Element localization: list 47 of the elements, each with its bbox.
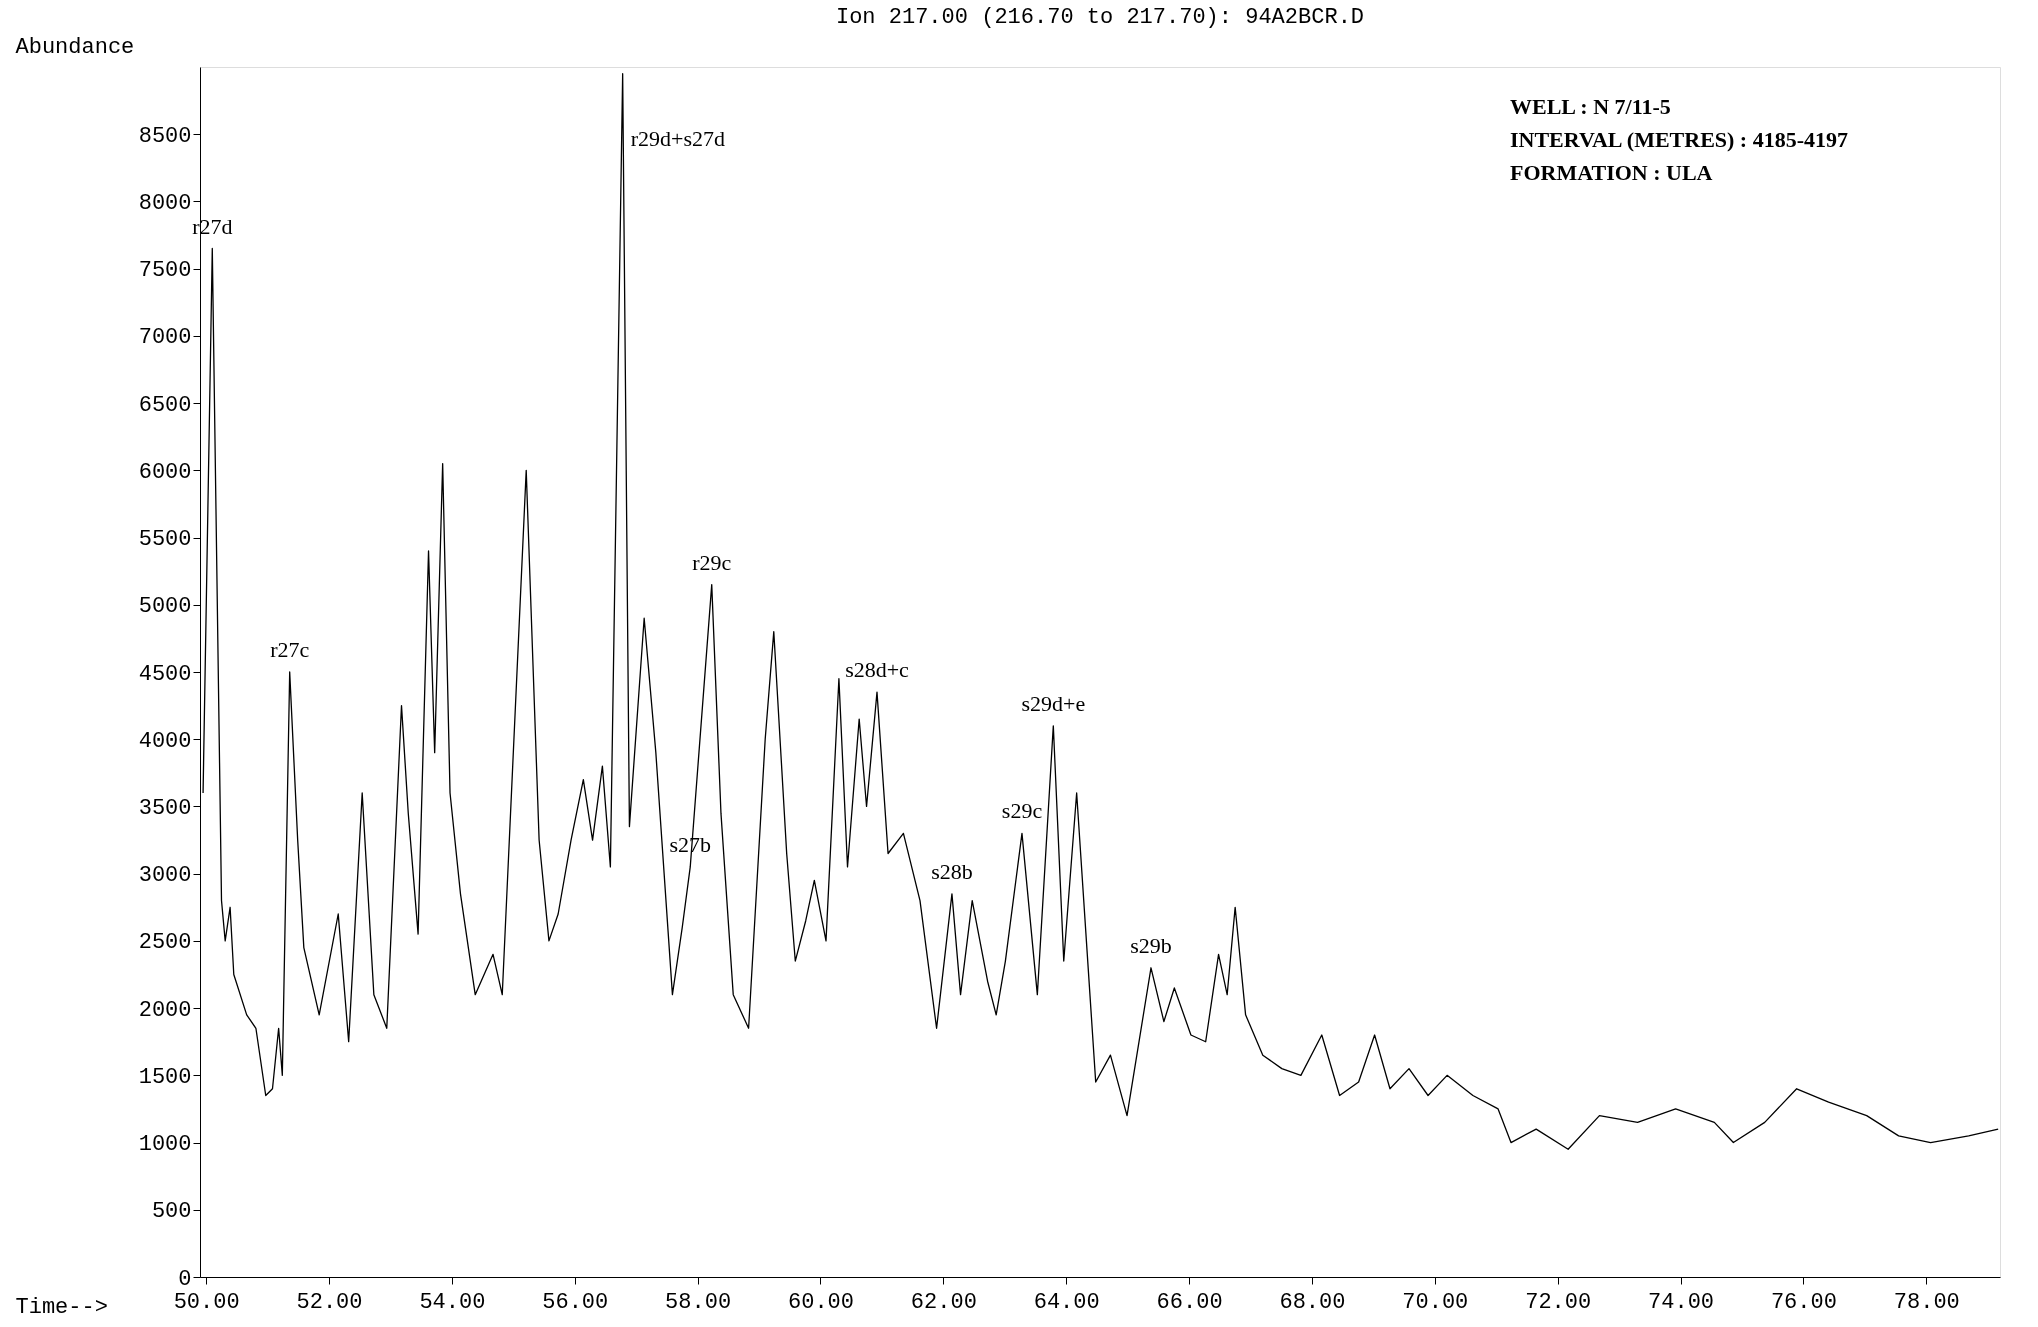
annotation: r29c	[692, 549, 732, 575]
x-tick-label: 58.00	[665, 1289, 732, 1315]
x-tick-label: 66.00	[1156, 1289, 1223, 1315]
y-tick-label: 6000	[138, 459, 192, 485]
y-tick-label: 5000	[138, 594, 192, 620]
annotation: r29d+s27d	[630, 125, 725, 151]
y-tick-label: 500	[151, 1199, 192, 1225]
x-tick-label: 54.00	[419, 1289, 486, 1315]
y-tick-label: 8500	[138, 123, 192, 149]
x-tick-label: 76.00	[1770, 1289, 1837, 1315]
x-tick-label: 68.00	[1279, 1289, 1346, 1315]
annotation: INTERVAL (METRES) : 4185-4197	[1510, 127, 1849, 152]
y-tick-label: 3500	[138, 795, 192, 821]
x-tick-label: 70.00	[1402, 1289, 1469, 1315]
x-tick-label: 78.00	[1893, 1289, 1960, 1315]
y-tick-label: 2500	[138, 930, 192, 956]
annotation: s29c	[1001, 798, 1043, 824]
y-tick-label: 6500	[138, 392, 192, 418]
x-axis-title: Time-->	[15, 1294, 108, 1320]
x-tick-label: 52.00	[296, 1289, 363, 1315]
annotation: s28d+c	[845, 657, 910, 683]
y-axis-title: Abundance	[15, 34, 135, 60]
annotation: WELL : N 7/11-5	[1510, 94, 1671, 119]
x-tick-label: 74.00	[1648, 1289, 1715, 1315]
annotation: r27c	[270, 637, 310, 662]
y-tick-label: 8000	[138, 190, 192, 216]
y-tick-label: 7000	[138, 325, 192, 351]
y-tick-label: 0	[178, 1266, 192, 1292]
y-tick-label: 5500	[138, 527, 192, 553]
x-tick-label: 64.00	[1033, 1289, 1100, 1315]
annotation: s29b	[1130, 932, 1172, 958]
x-tick-label: 72.00	[1525, 1289, 1592, 1315]
y-tick-label: 4000	[138, 728, 192, 754]
annotation: FORMATION : ULA	[1510, 160, 1713, 185]
chart-title: Ion 217.00 (216.70 to 217.70): 94A2BCR.D	[835, 5, 1365, 30]
y-tick-label: 4500	[138, 661, 192, 687]
x-tick-label: 60.00	[787, 1289, 854, 1315]
y-tick-label: 1500	[138, 1064, 192, 1090]
annotation: s28b	[931, 858, 973, 884]
x-tick-label: 62.00	[910, 1289, 977, 1315]
x-tick-label: 50.00	[173, 1289, 240, 1315]
y-tick-label: 7500	[138, 258, 192, 284]
y-tick-label: 3000	[138, 863, 192, 889]
y-tick-label: 2000	[138, 997, 192, 1023]
annotation: s29d+e	[1021, 690, 1086, 716]
y-tick-label: 1000	[138, 1132, 192, 1158]
x-tick-label: 56.00	[542, 1289, 609, 1315]
